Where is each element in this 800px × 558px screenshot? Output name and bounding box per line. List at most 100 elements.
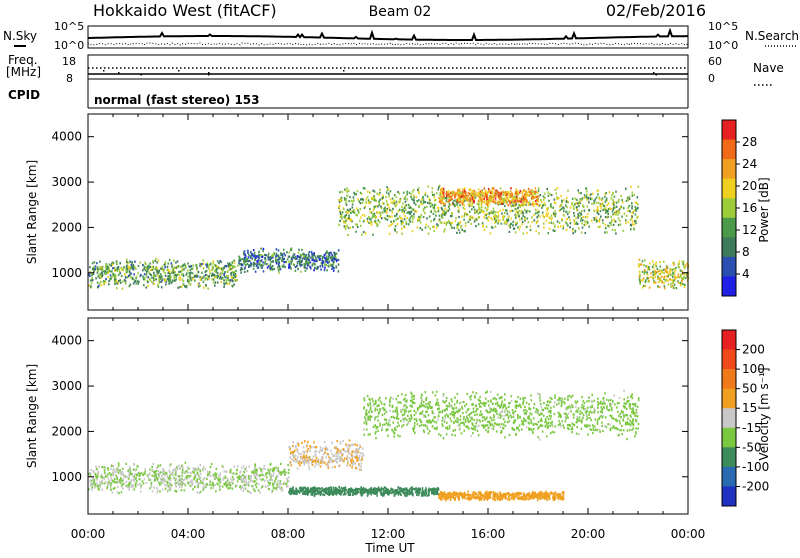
data-cell: [491, 191, 493, 193]
data-cell: [369, 208, 371, 210]
data-cell: [450, 192, 452, 194]
data-cell: [329, 459, 331, 461]
data-cell: [157, 478, 159, 480]
data-cell: [427, 186, 429, 188]
data-cell: [357, 190, 359, 192]
data-cell: [449, 402, 451, 404]
data-cell: [272, 484, 274, 486]
data-cell: [461, 216, 463, 218]
data-cell: [538, 232, 540, 234]
data-cell: [324, 441, 326, 443]
data-cell: [429, 430, 431, 432]
data-cell: [497, 203, 499, 205]
data-cell: [584, 220, 586, 222]
data-cell: [233, 472, 235, 474]
data-cell: [517, 417, 519, 419]
data-cell: [580, 220, 582, 222]
data-cell: [303, 253, 305, 255]
data-cell: [443, 188, 445, 190]
data-cell: [435, 404, 437, 406]
data-cell: [519, 210, 521, 212]
data-cell: [498, 220, 500, 222]
data-cell: [200, 491, 202, 493]
data-cell: [408, 204, 410, 206]
data-cell: [581, 231, 583, 233]
data-cell: [168, 269, 170, 271]
data-cell: [331, 459, 333, 461]
data-cell: [171, 266, 173, 268]
data-cell: [90, 484, 92, 486]
data-cell: [460, 194, 462, 196]
data-cell: [546, 220, 548, 222]
data-cell: [597, 401, 599, 403]
data-cell: [248, 254, 250, 256]
data-cell: [93, 483, 95, 485]
data-cell: [162, 468, 164, 470]
data-cell: [413, 199, 415, 201]
data-cell: [347, 188, 349, 190]
data-cell: [502, 209, 504, 211]
data-cell: [556, 404, 558, 406]
data-cell: [470, 215, 472, 217]
data-cell: [228, 275, 230, 277]
data-cell: [363, 231, 365, 233]
data-cell: [446, 197, 448, 199]
data-cell: [357, 209, 359, 211]
data-cell: [359, 445, 361, 447]
data-cell: [528, 204, 530, 206]
data-cell: [459, 201, 461, 203]
data-cell: [500, 187, 502, 189]
data-cell: [572, 198, 574, 200]
data-cell: [164, 483, 166, 485]
data-cell: [171, 282, 173, 284]
data-cell: [403, 424, 405, 426]
data-cell: [90, 469, 92, 471]
data-cell: [267, 485, 269, 487]
data-cell: [340, 456, 342, 458]
data-cell: [271, 255, 273, 257]
data-cell: [352, 211, 354, 213]
data-cell: [547, 215, 549, 217]
data-cell: [484, 229, 486, 231]
data-cell: [388, 225, 390, 227]
data-cell: [324, 452, 326, 454]
data-cell: [341, 454, 343, 456]
data-cell: [284, 254, 286, 256]
data-cell: [504, 212, 506, 214]
nave-dot: [103, 70, 105, 72]
data-cell: [516, 222, 518, 224]
data-cell: [352, 226, 354, 228]
data-cell: [280, 252, 282, 254]
data-cell: [149, 487, 151, 489]
data-cell: [129, 466, 131, 468]
data-cell: [673, 262, 675, 264]
data-cell: [398, 418, 400, 420]
data-cell: [580, 213, 582, 215]
data-cell: [439, 194, 441, 196]
data-cell: [508, 194, 510, 196]
data-cell: [547, 191, 549, 193]
data-cell: [501, 212, 503, 214]
data-cell: [228, 487, 230, 489]
nave-dot: [118, 72, 120, 74]
data-cell: [547, 400, 549, 402]
data-cell: [401, 425, 403, 427]
data-cell: [438, 197, 440, 199]
data-cell: [489, 408, 491, 410]
data-cell: [243, 488, 245, 490]
data-cell: [154, 480, 156, 482]
data-cell: [146, 286, 148, 288]
data-cell: [158, 470, 160, 472]
data-cell: [481, 206, 483, 208]
data-cell: [210, 471, 212, 473]
data-cell: [123, 266, 125, 268]
data-cell: [459, 424, 461, 426]
data-cell: [151, 486, 153, 488]
data-cell: [438, 186, 440, 188]
data-cell: [566, 218, 568, 220]
data-cell: [624, 402, 626, 404]
data-cell: [230, 484, 232, 486]
data-cell: [304, 440, 306, 442]
data-cell: [504, 393, 506, 395]
data-cell: [632, 221, 634, 223]
